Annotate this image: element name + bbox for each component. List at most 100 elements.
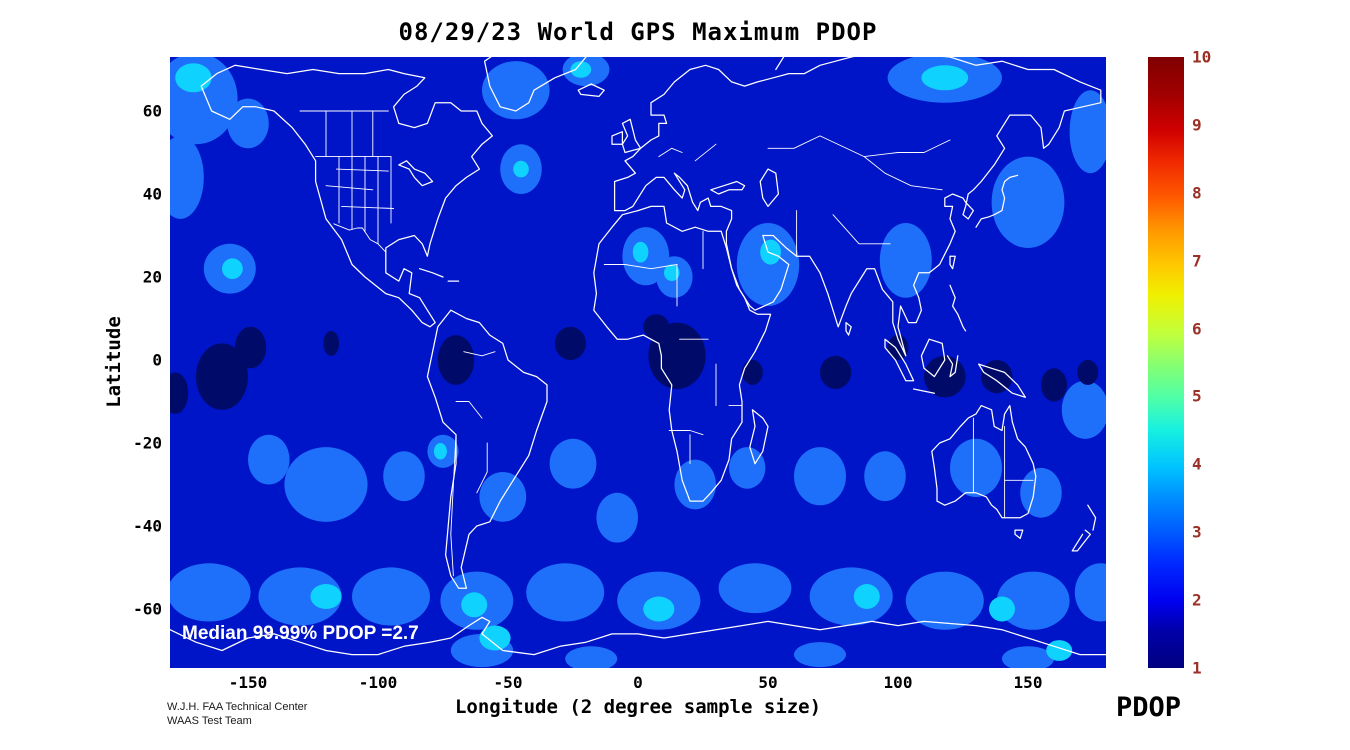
x-tick-label: 100: [883, 673, 913, 692]
pdop-region-level-3: [1061, 380, 1106, 439]
coastline: [759, 168, 780, 208]
pdop-region-level-4: [175, 63, 212, 93]
pdop-region-level-3: [383, 451, 425, 502]
y-tick-label: -20: [133, 433, 162, 453]
y-axis-ticks: 60 40 20 0 -20 -40 -60: [0, 0, 164, 750]
coastlines-layer: [170, 57, 1106, 656]
colorbar-ticks: 1 2 3 4 5 6 7 8 9 10: [1192, 0, 1252, 750]
pdop-region-level-3: [950, 438, 1002, 497]
coastline: [975, 174, 1019, 228]
pdop-region-level-1.5: [554, 326, 586, 360]
pdop-region-level-4: [643, 596, 675, 622]
coastline: [749, 409, 769, 465]
colorbar-tick-label: 10: [1192, 47, 1212, 67]
annotation-median-pdop: Median 99.99% PDOP =2.7: [182, 623, 419, 644]
x-tick-label: 0: [633, 673, 643, 692]
x-tick-label: 150: [1013, 673, 1043, 692]
pdop-region-level-4: [632, 241, 649, 263]
pdop-region-level-1.5: [235, 326, 267, 369]
pdop-region-level-1.5: [1041, 368, 1067, 402]
coastline: [931, 404, 1037, 519]
pdop-region-level-1.5: [643, 314, 670, 340]
pdop-region-level-3: [996, 571, 1070, 630]
colorbar-tick-label: 6: [1192, 319, 1202, 339]
pdop-region-level-3: [565, 646, 618, 668]
colorbar-tick-label: 1: [1192, 658, 1202, 678]
pdop-region-level-4: [310, 584, 342, 609]
pdop-region-level-1.5: [170, 372, 189, 414]
border-line: [325, 185, 374, 191]
border-line: [658, 147, 683, 158]
pdop-region-level-1.5: [924, 355, 966, 398]
x-tick-label: -150: [228, 673, 268, 692]
map-plot-area: Median 99.99% PDOP =2.7 Maximum PDOP =6.…: [170, 57, 1106, 668]
pdop-region-level-1.5: [981, 360, 1013, 394]
pdop-region-level-4: [921, 65, 969, 91]
pdop-region-level-3: [170, 563, 251, 622]
stats-annotation: Median 99.99% PDOP =2.7 Maximum PDOP =6.…: [182, 566, 650, 668]
pdop-region-level-1.5: [196, 343, 248, 410]
pdop-region-level-4: [570, 61, 592, 78]
pdop-region-level-3: [991, 156, 1065, 248]
pdop-region-level-4: [664, 264, 680, 282]
pdop-region-level-3: [879, 223, 932, 298]
coastline: [170, 616, 1106, 656]
pdop-region-level-4: [479, 625, 511, 651]
coastline: [611, 131, 624, 145]
border-line: [863, 156, 943, 191]
coastline: [845, 321, 852, 336]
world-pdop-map: [170, 57, 1106, 668]
pdop-region-level-3: [809, 567, 893, 626]
pdop-region-level-3: [864, 451, 906, 502]
y-tick-label: 0: [152, 350, 162, 370]
colorbar-tick-label: 9: [1192, 115, 1202, 135]
chart-title: 08/29/23 World GPS Maximum PDOP: [398, 18, 878, 46]
colorbar-tick-label: 4: [1192, 454, 1202, 474]
pdop-region-level-4: [222, 258, 243, 280]
pdop-region-level-1.5: [742, 359, 763, 385]
border-line: [832, 214, 891, 245]
border-line: [863, 139, 951, 158]
y-tick-label: -60: [133, 599, 162, 619]
pdop-region-level-3: [1020, 467, 1062, 518]
border-line: [603, 264, 678, 270]
coastline: [577, 83, 605, 98]
pdop-region-level-3: [596, 492, 638, 543]
pdop-region-level-4: [989, 596, 1015, 622]
colorbar-gradient: [1148, 57, 1184, 668]
pdop-region-level-3: [905, 571, 984, 630]
coastline: [912, 388, 936, 394]
border-line: [476, 442, 488, 494]
pdop-region-level-3: [1069, 90, 1106, 174]
x-tick-label: -50: [493, 673, 523, 692]
y-tick-label: 40: [142, 184, 162, 204]
pdop-region-level-3: [526, 563, 605, 622]
country-borders-layer: [299, 110, 1034, 577]
credits-block: W.J.H. FAA Technical Center WAAS Test Te…: [167, 700, 307, 728]
coastline: [621, 118, 642, 154]
coastline: [949, 255, 956, 270]
border-line: [694, 143, 717, 162]
x-axis-label: Longitude (2 degree sample size): [454, 696, 822, 718]
border-line: [668, 430, 704, 436]
pdop-region-level-3: [227, 98, 269, 149]
pdop-region-level-3: [284, 447, 368, 522]
colorbar-tick-label: 7: [1192, 251, 1202, 271]
pdop-region-level-1.5: [323, 330, 339, 356]
pdop-region-level-3: [729, 447, 766, 489]
pdop-region-level-3: [1074, 563, 1106, 622]
pdop-region-level-3: [352, 567, 430, 626]
coastline: [884, 338, 915, 382]
pdop-region-level-1.5: [437, 335, 475, 385]
pdop-region-level-1.5: [887, 335, 909, 360]
coastline: [1071, 529, 1092, 552]
coastline: [398, 160, 434, 187]
x-tick-label: 50: [758, 673, 778, 692]
pdop-region-level-3: [170, 135, 204, 219]
colorbar-tick-label: 2: [1192, 590, 1202, 610]
credit-line-1: W.J.H. FAA Technical Center: [167, 701, 308, 713]
coastline: [418, 268, 444, 278]
coastline: [920, 338, 946, 378]
border-line: [767, 135, 865, 158]
border-line: [341, 205, 395, 209]
